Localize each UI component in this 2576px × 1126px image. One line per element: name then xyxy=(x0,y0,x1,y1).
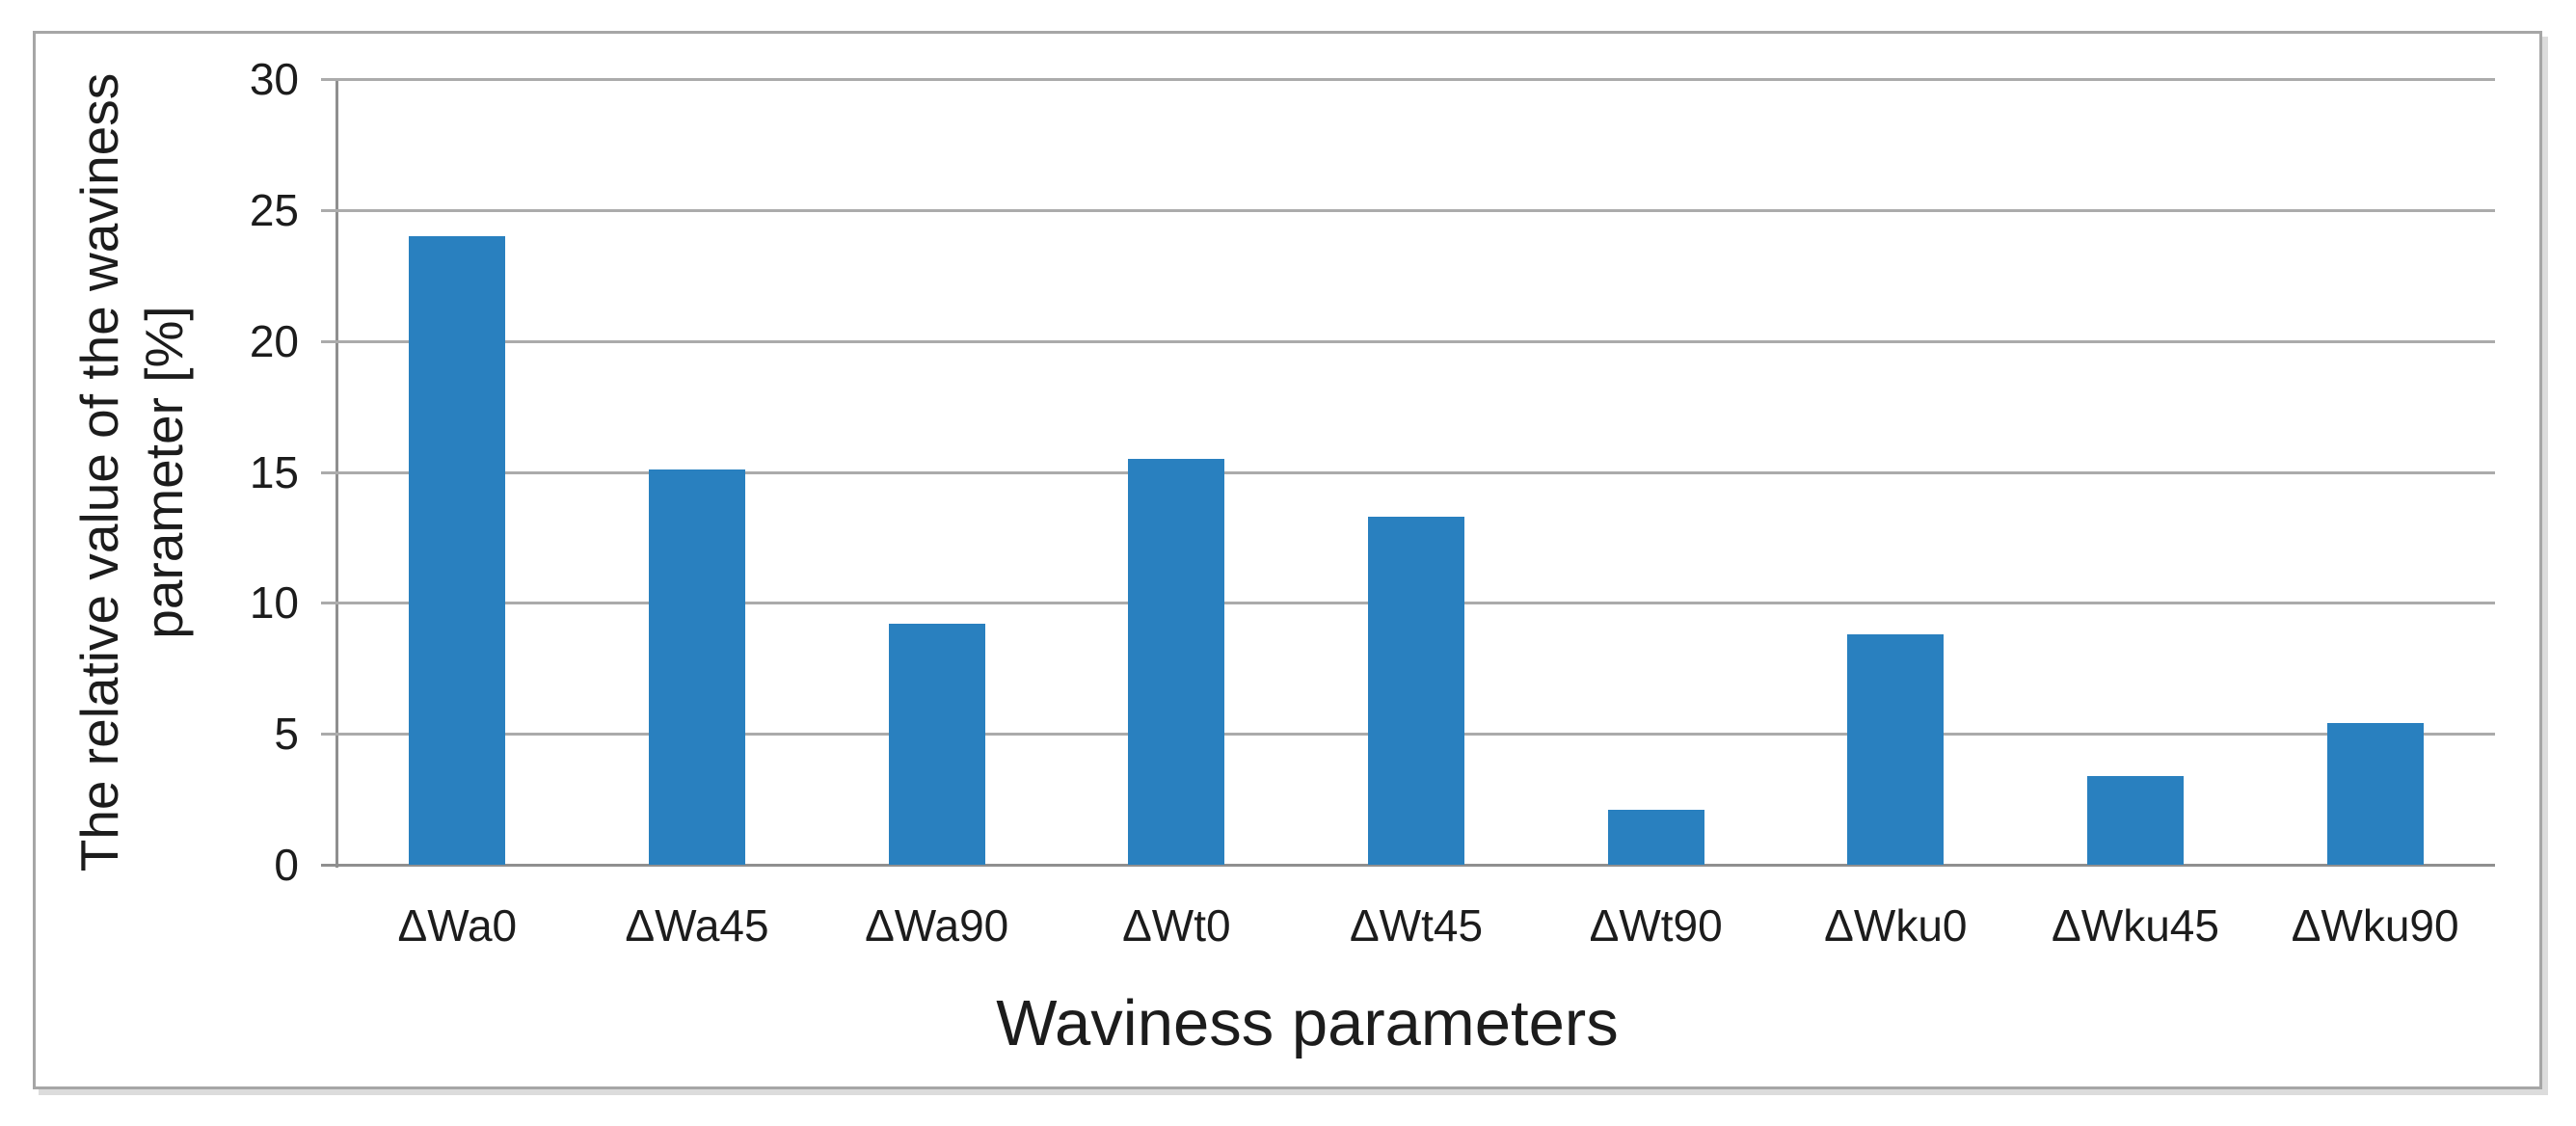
x-tick-label: ΔWa0 xyxy=(397,900,518,951)
y-tick-label: 25 xyxy=(249,184,299,235)
y-axis-title-line-1: The relative value of the waviness xyxy=(69,72,129,872)
plot-area xyxy=(321,78,2495,867)
bar xyxy=(1368,516,1464,865)
x-tick-label: ΔWt45 xyxy=(1349,900,1484,951)
x-tick-label: ΔWt90 xyxy=(1589,900,1723,951)
bar xyxy=(409,236,506,865)
y-tick-label: 15 xyxy=(249,446,299,497)
x-axis-line xyxy=(321,864,2495,867)
x-tick-label: ΔWa90 xyxy=(865,900,1009,951)
bar xyxy=(1607,809,1704,865)
bar xyxy=(649,469,745,865)
y-tick-label: 20 xyxy=(249,315,299,366)
gridline xyxy=(321,208,2495,212)
bar xyxy=(2087,775,2184,865)
x-tick-label: ΔWku45 xyxy=(2052,900,2219,951)
y-tick-label: 0 xyxy=(274,840,299,890)
x-tick-label: ΔWa45 xyxy=(625,900,769,951)
y-tick-label: 30 xyxy=(249,54,299,104)
y-tick-label: 5 xyxy=(274,709,299,760)
bar xyxy=(1847,633,1945,865)
bar xyxy=(1128,458,1225,865)
x-axis-title: Waviness parameters xyxy=(996,987,1619,1059)
x-tick-label: ΔWt0 xyxy=(1122,900,1231,951)
gridline xyxy=(321,470,2495,474)
y-tick-label: 10 xyxy=(249,577,299,629)
x-tick-label: ΔWku0 xyxy=(1824,900,1968,951)
bar xyxy=(888,624,985,865)
bar xyxy=(2326,723,2424,865)
x-tick-label: ΔWku90 xyxy=(2291,900,2459,951)
gridline xyxy=(321,339,2495,343)
gridline xyxy=(321,78,2495,81)
